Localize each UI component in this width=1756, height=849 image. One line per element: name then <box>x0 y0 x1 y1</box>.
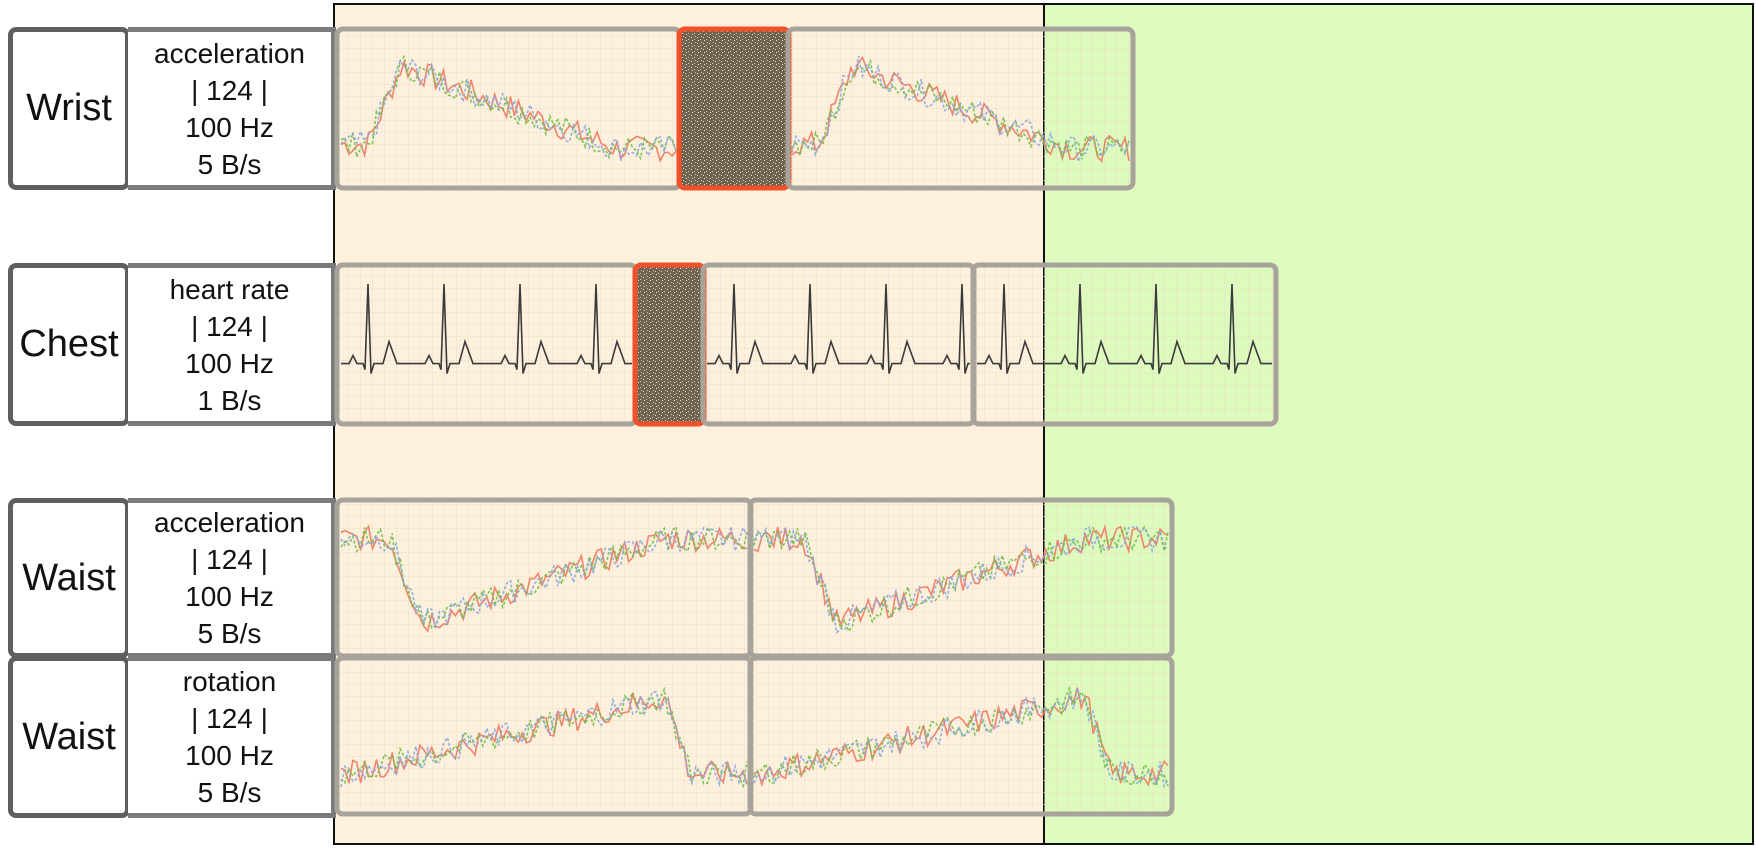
accel-trace-x <box>791 55 1130 164</box>
packet-signal <box>707 284 970 374</box>
accel-trace-x <box>340 691 748 785</box>
sample-count: | 124 | <box>191 544 268 575</box>
sensor-label: rotation <box>182 666 277 697</box>
stream-location-wrist: Wrist <box>8 27 130 190</box>
packet-signal <box>341 284 632 374</box>
packet-signal <box>753 685 1169 789</box>
sample-rate: 100 Hz <box>185 740 274 771</box>
stream-meta-wrist: acceleration | 124 | 100 Hz 5 B/s <box>128 27 336 190</box>
accel-trace-x <box>753 524 1169 628</box>
accel-trace-z <box>340 526 748 628</box>
packet-signal <box>340 524 748 633</box>
stream-location-waist-accel: Waist <box>8 498 130 658</box>
data-packet <box>334 262 639 427</box>
stream-location-waist-rot: Waist <box>8 656 130 818</box>
location-label: Waist <box>22 715 116 758</box>
accel-trace-z <box>753 525 1169 635</box>
accel-trace-z <box>340 58 677 161</box>
sensor-label: acceleration <box>154 37 305 69</box>
sample-count: | 124 | <box>191 703 268 734</box>
bandwidth: 5 B/s <box>197 148 262 180</box>
sample-rate: 100 Hz <box>185 111 274 143</box>
data-packet <box>700 262 977 427</box>
packet-signal <box>791 55 1130 165</box>
stream-meta-waist-accel: acceleration | 124 | 100 Hz 5 B/s <box>128 498 336 658</box>
sensor-label: acceleration <box>154 507 305 538</box>
lost-packet <box>676 26 792 191</box>
sample-count: | 124 | <box>191 310 268 342</box>
accel-trace-y <box>753 525 1169 633</box>
accel-trace-z <box>791 56 1130 165</box>
location-label: Chest <box>19 323 119 365</box>
accel-trace-z <box>340 691 748 788</box>
sample-rate: 100 Hz <box>185 347 274 379</box>
location-label: Waist <box>22 556 116 599</box>
data-packet <box>334 497 754 659</box>
stream-location-chest: Chest <box>8 263 130 426</box>
accel-trace-y <box>791 58 1130 160</box>
sensor-label: heart rate <box>169 273 290 305</box>
packet-signal <box>977 284 1272 374</box>
accel-trace-z <box>753 688 1169 789</box>
sample-rate: 100 Hz <box>185 581 274 612</box>
bandwidth: 5 B/s <box>197 777 262 808</box>
packet-signal <box>753 524 1169 635</box>
data-packet <box>747 655 1175 817</box>
data-packet <box>334 655 754 817</box>
packet-signal <box>340 54 677 163</box>
ecg-trace <box>707 284 970 374</box>
ecg-trace <box>977 284 1272 374</box>
stream-meta-chest: heart rate | 124 | 100 Hz 1 B/s <box>128 263 336 426</box>
data-packet <box>970 262 1279 427</box>
accel-trace-x <box>340 524 748 633</box>
location-label: Wrist <box>26 87 112 129</box>
ecg-trace <box>341 284 632 374</box>
sample-count: | 124 | <box>191 74 268 106</box>
accel-trace-y <box>753 685 1169 787</box>
bandwidth: 1 B/s <box>197 384 262 416</box>
bandwidth: 5 B/s <box>197 618 262 649</box>
packet-signal <box>340 686 748 789</box>
lost-packet <box>632 262 707 427</box>
accel-trace-y <box>340 525 748 630</box>
stream-meta-waist-rot: rotation | 124 | 100 Hz 5 B/s <box>128 656 336 818</box>
